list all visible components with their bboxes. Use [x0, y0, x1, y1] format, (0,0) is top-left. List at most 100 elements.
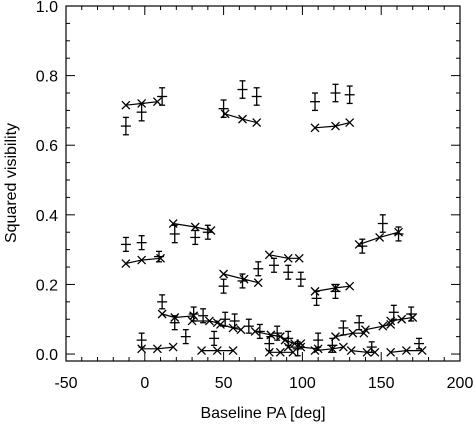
model-point — [238, 114, 247, 124]
model-point — [283, 342, 293, 352]
model-point — [296, 339, 306, 349]
x-axis-title: Baseline PA [deg] — [200, 405, 325, 422]
model-point — [331, 283, 340, 293]
x-tick-labels: -50 0 50 100 150 200 — [54, 375, 473, 392]
model-point — [121, 259, 131, 269]
model-point — [348, 328, 358, 338]
x-tick-label: 150 — [368, 375, 395, 392]
y-tick-label: 1.0 — [36, 0, 58, 16]
measured-point — [283, 264, 294, 280]
model-point — [345, 118, 355, 128]
measured-point — [198, 308, 209, 324]
measured-point — [120, 116, 131, 136]
data-marks — [120, 80, 427, 357]
model-point — [375, 232, 385, 242]
x-tick-label: 50 — [215, 375, 233, 392]
measured-point — [344, 85, 355, 105]
measured-point — [120, 236, 131, 253]
model-point — [266, 330, 276, 340]
model-point — [296, 342, 306, 352]
y-tick-label: 0.8 — [36, 69, 58, 86]
model-point — [401, 346, 411, 356]
y-tick-label: 0.4 — [36, 208, 58, 225]
model-point — [327, 344, 337, 354]
measured-point — [180, 329, 191, 345]
measured-point — [157, 294, 168, 310]
model-point — [331, 332, 340, 342]
x-tick-label: -50 — [54, 375, 77, 392]
model-point — [346, 346, 356, 356]
model-point — [310, 286, 320, 296]
model-point — [354, 239, 364, 249]
model-point — [204, 316, 214, 326]
model-point — [275, 332, 285, 342]
measured-point — [218, 99, 229, 119]
model-point — [168, 342, 178, 352]
measured-point — [136, 235, 147, 251]
x-tick-label: 200 — [447, 375, 474, 392]
model-point — [362, 347, 372, 357]
measured-point — [237, 80, 248, 99]
model-point — [264, 250, 274, 260]
model-line — [365, 323, 391, 331]
model-point — [137, 98, 147, 108]
y-tick-label: 0.2 — [36, 277, 58, 294]
measured-point — [393, 226, 404, 242]
model-point — [239, 274, 249, 284]
model-point — [228, 323, 238, 333]
model-point — [280, 335, 290, 345]
model-point — [215, 319, 225, 329]
measured-point — [330, 83, 341, 103]
model-point — [253, 278, 263, 288]
model-point — [378, 321, 388, 331]
measured-point — [295, 271, 306, 287]
model-point — [137, 255, 147, 265]
model-point — [338, 342, 348, 352]
model-point — [190, 222, 200, 232]
measured-point — [169, 224, 180, 244]
model-point — [121, 100, 131, 110]
plot-frame — [65, 5, 461, 362]
measured-point — [377, 214, 388, 233]
measured-point — [310, 92, 321, 112]
model-point — [189, 311, 199, 321]
measured-point — [209, 330, 220, 346]
model-point — [156, 253, 166, 263]
model-point — [360, 325, 370, 335]
model-point — [294, 253, 304, 263]
model-point — [212, 346, 222, 356]
model-point — [290, 339, 299, 349]
measured-point — [338, 320, 349, 336]
model-point — [137, 344, 147, 354]
model-point — [228, 346, 238, 356]
y-tick-label: 0.6 — [36, 138, 58, 155]
measured-point — [366, 341, 377, 353]
axis-ticks — [65, 5, 461, 361]
model-point — [250, 326, 260, 336]
model-point — [252, 118, 262, 128]
model-point — [157, 309, 167, 319]
x-tick-label: 100 — [289, 375, 316, 392]
model-point — [152, 97, 162, 107]
model-point — [394, 227, 403, 237]
measured-point — [218, 278, 229, 294]
measured-point — [254, 323, 265, 340]
model-point — [386, 347, 396, 357]
measured-point — [220, 311, 231, 327]
model-point — [220, 109, 230, 119]
y-axis-title: Squared visibility — [3, 123, 20, 243]
model-point — [313, 344, 323, 354]
measured-point — [269, 257, 280, 273]
model-point — [236, 325, 246, 335]
model-point — [386, 316, 396, 326]
model-point — [170, 313, 180, 322]
model-point — [370, 347, 380, 357]
x-tick-label: 0 — [140, 375, 149, 392]
measured-point — [243, 318, 254, 334]
measured-point — [253, 261, 264, 277]
measured-point — [190, 229, 201, 246]
model-point — [345, 281, 355, 291]
model-point — [206, 226, 216, 235]
model-point — [264, 347, 274, 357]
measured-point — [251, 87, 262, 106]
